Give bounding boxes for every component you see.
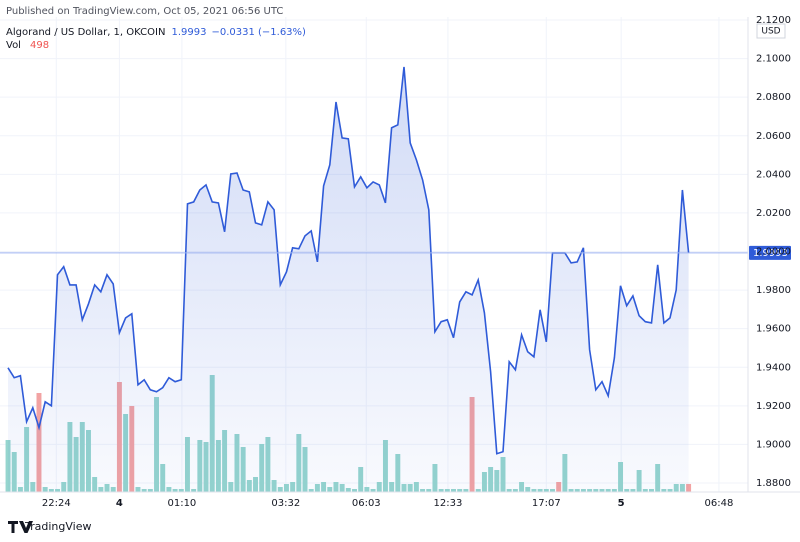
y-tick-label: 1.9800 [756, 285, 791, 296]
y-tick-label: 2.1200 [756, 15, 791, 26]
y-tick-label: 2.0400 [756, 169, 791, 180]
x-tick-label: 5 [618, 498, 625, 509]
volume-title: Vol [6, 40, 21, 51]
currency-box [756, 23, 786, 39]
area-fill [8, 66, 689, 493]
y-tick-label: 2.0200 [756, 208, 791, 219]
x-tick-label: 4 [116, 498, 123, 509]
symbol-title: Algorand / US Dollar, 1, OKCOIN [6, 27, 165, 38]
x-tick-label: 01:10 [167, 498, 196, 509]
x-tick-label: 03:32 [271, 498, 300, 509]
logo [8, 521, 33, 533]
legend-change: −0.0331 (−1.63%) [211, 27, 306, 38]
volume-last: 498 [30, 40, 49, 51]
last-price-label: 1.9993 [753, 248, 788, 259]
x-tick-label: 12:33 [434, 498, 463, 509]
x-tick-label: 06:48 [705, 498, 734, 509]
y-tick-label: 1.9600 [756, 324, 791, 335]
published-note: Published on TradingView.com, Oct 05, 20… [6, 6, 283, 17]
y-tick-label: 1.9000 [756, 439, 791, 450]
x-tick-label: 17:07 [532, 498, 561, 509]
brand: TradingView [24, 520, 91, 533]
y-tick-label: 2.0000 [756, 247, 791, 258]
y-tick-label: 2.0800 [756, 92, 791, 103]
x-tick-label: 06:03 [352, 498, 381, 509]
y-tick-label: 1.9200 [756, 401, 791, 412]
legend-last: 1.9993 [171, 27, 206, 38]
price-line [7, 66, 690, 455]
x-tick-label: 22:24 [42, 498, 71, 509]
last-price-box [749, 245, 791, 260]
y-tick-label: 1.8800 [756, 478, 791, 489]
currency-label: USD [761, 27, 780, 37]
legend: Algorand / US Dollar, 1, OKCOIN 1.9993 −… [6, 27, 306, 51]
volume-bar [686, 483, 692, 492]
y-tick-label: 1.9400 [756, 362, 791, 373]
footer: TradingView [8, 520, 91, 533]
y-tick-label: 2.1000 [756, 54, 791, 65]
y-tick-label: 2.0600 [756, 131, 791, 142]
